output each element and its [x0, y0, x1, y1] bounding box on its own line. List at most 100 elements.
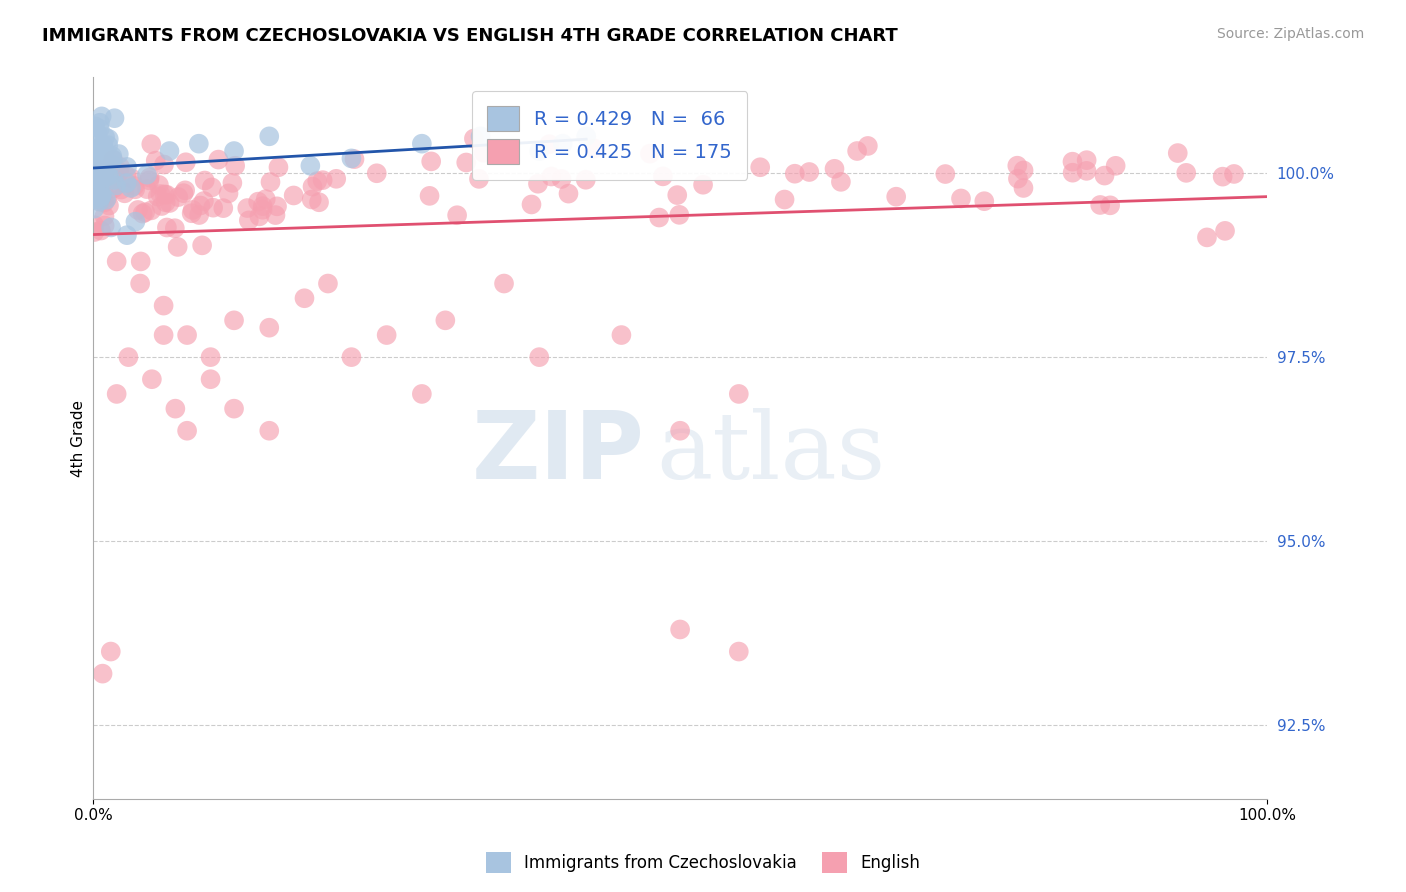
Point: [124, 182, 146, 196]
Point: [173, 186, 195, 201]
Point: [1104, 159, 1126, 173]
Point: [145, 153, 167, 168]
Point: [176, 424, 198, 438]
Point: [1007, 159, 1029, 173]
Point: [83, 153, 105, 168]
Point: [527, 177, 550, 191]
Point: [108, 165, 131, 179]
Point: [90, 154, 112, 169]
Point: [247, 210, 270, 224]
Point: [259, 129, 281, 144]
Point: [153, 187, 176, 202]
Point: [884, 189, 907, 203]
Point: [148, 178, 170, 192]
Point: [221, 176, 243, 190]
Point: [1076, 164, 1098, 178]
Point: [101, 149, 124, 163]
Point: [1076, 153, 1098, 168]
Point: [100, 220, 122, 235]
Point: [692, 178, 714, 192]
Point: [131, 206, 153, 220]
Point: [127, 202, 149, 217]
Point: [856, 139, 879, 153]
Point: [94, 130, 117, 145]
Point: [411, 387, 433, 401]
Point: [93, 219, 115, 233]
Point: [470, 129, 492, 144]
Point: [114, 186, 136, 201]
Point: [152, 328, 174, 343]
Point: [103, 173, 125, 187]
Point: [159, 144, 181, 158]
Point: [727, 644, 749, 658]
Point: [91, 143, 114, 157]
Point: [93, 143, 115, 157]
Point: [307, 174, 329, 188]
Point: [115, 176, 138, 190]
Point: [174, 183, 197, 197]
Point: [103, 181, 125, 195]
Point: [575, 173, 598, 187]
Point: [87, 172, 110, 186]
Point: [194, 173, 217, 187]
Point: [283, 188, 305, 202]
Point: [651, 169, 673, 184]
Legend: Immigrants from Czechoslovakia, English: Immigrants from Czechoslovakia, English: [479, 846, 927, 880]
Point: [83, 173, 105, 187]
Point: [90, 187, 112, 202]
Point: [138, 170, 160, 185]
Point: [83, 172, 105, 186]
Text: IMMIGRANTS FROM CZECHOSLOVAKIA VS ENGLISH 4TH GRADE CORRELATION CHART: IMMIGRANTS FROM CZECHOSLOVAKIA VS ENGLIS…: [42, 27, 898, 45]
Point: [1062, 166, 1084, 180]
Point: [83, 218, 105, 232]
Point: [89, 176, 111, 190]
Point: [91, 666, 114, 681]
Point: [90, 109, 112, 123]
Point: [104, 169, 127, 183]
Point: [115, 160, 138, 174]
Point: [120, 181, 142, 195]
Point: [152, 299, 174, 313]
Point: [91, 161, 114, 176]
Point: [973, 194, 995, 209]
Point: [124, 214, 146, 228]
Point: [218, 186, 240, 201]
Point: [117, 350, 139, 364]
Point: [247, 194, 270, 209]
Point: [783, 167, 806, 181]
Point: [1099, 198, 1122, 212]
Point: [97, 132, 120, 146]
Point: [529, 144, 551, 158]
Point: [236, 201, 259, 215]
Point: [224, 159, 246, 173]
Point: [180, 206, 202, 220]
Point: [89, 178, 111, 192]
Point: [846, 144, 869, 158]
Point: [294, 291, 316, 305]
Point: [165, 401, 187, 416]
Point: [264, 208, 287, 222]
Point: [83, 183, 105, 197]
Point: [252, 202, 274, 217]
Point: [472, 145, 495, 160]
Point: [100, 644, 122, 658]
Point: [749, 161, 772, 175]
Point: [325, 171, 347, 186]
Point: [950, 191, 973, 205]
Point: [93, 170, 115, 185]
Point: [1012, 163, 1035, 178]
Point: [146, 189, 169, 203]
Point: [159, 196, 181, 211]
Point: [89, 163, 111, 178]
Point: [105, 254, 128, 268]
Point: [115, 169, 138, 183]
Point: [103, 112, 125, 126]
Point: [308, 195, 330, 210]
Point: [340, 350, 363, 364]
Point: [238, 213, 260, 227]
Point: [411, 136, 433, 151]
Point: [669, 623, 692, 637]
Point: [529, 350, 551, 364]
Point: [1175, 166, 1198, 180]
Point: [1212, 169, 1234, 184]
